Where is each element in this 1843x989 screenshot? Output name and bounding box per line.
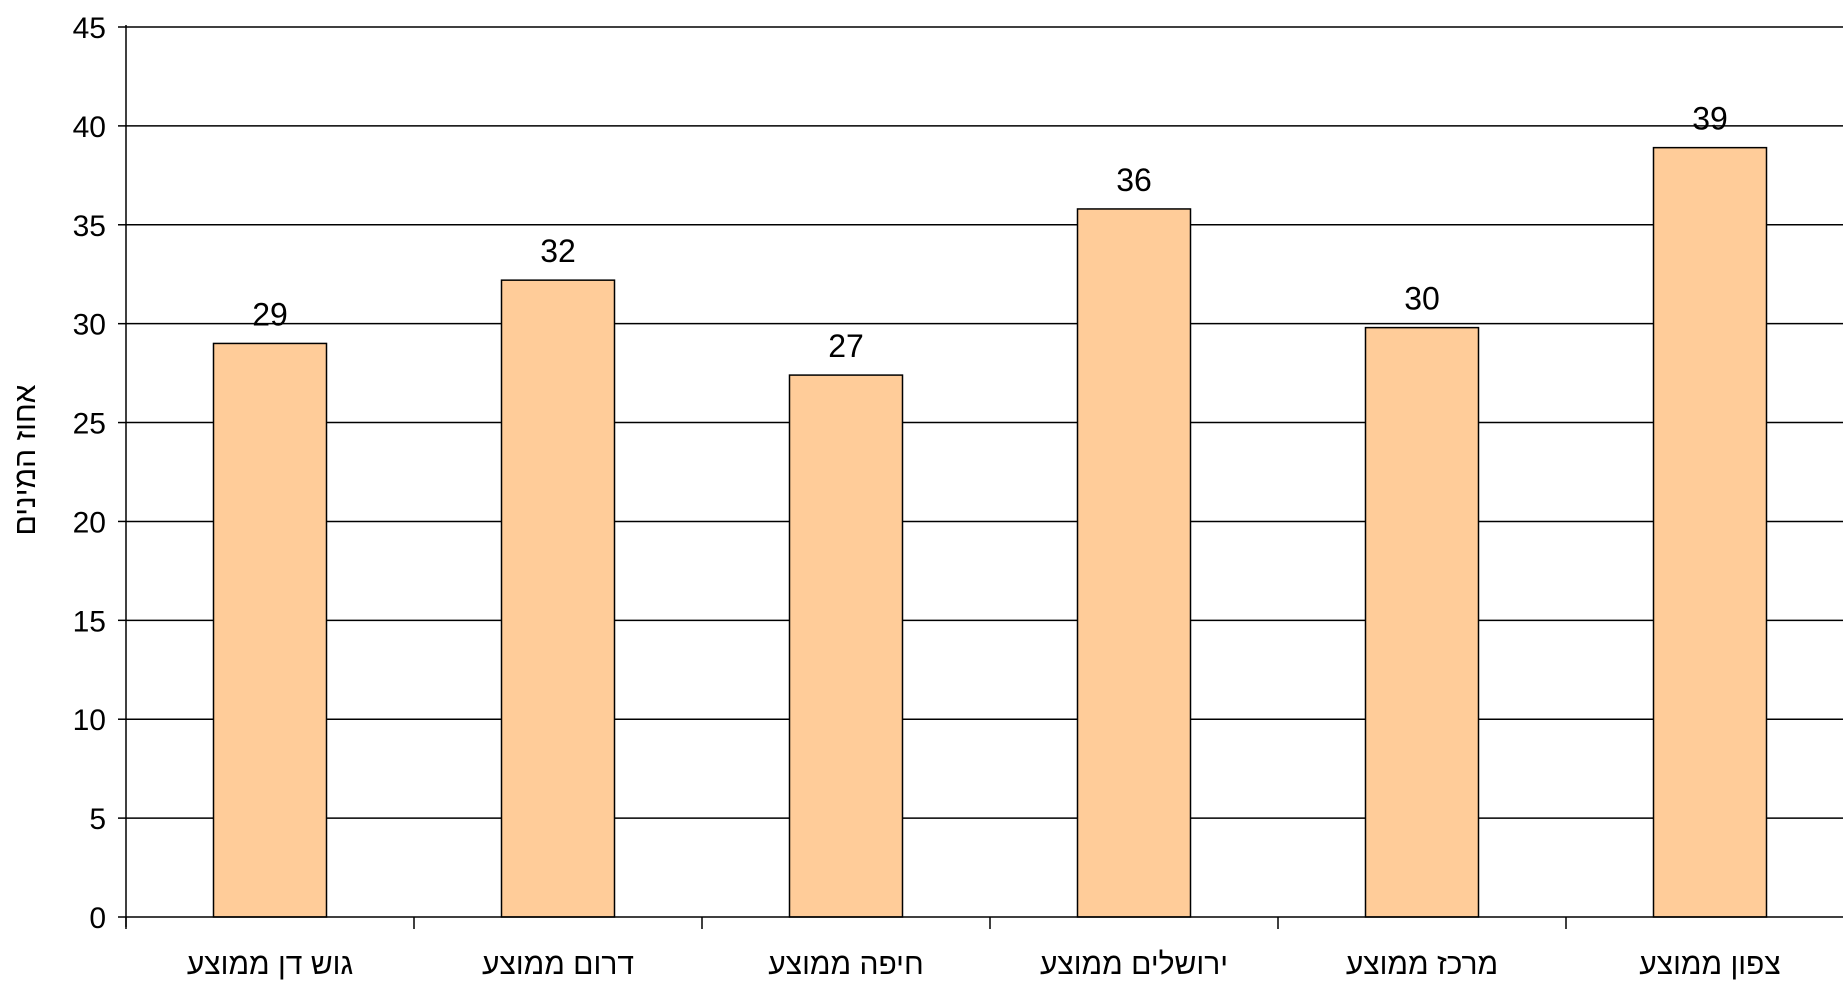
bar — [788, 374, 904, 918]
y-tick-label: 25 — [73, 408, 106, 441]
x-category-labels: גוש דן ממוצע דרום ממוצע חיפה ממוצע ירושלים … — [187, 948, 1781, 981]
x-category-label: צפון ממוצע — [1639, 948, 1780, 981]
bar-data-label: 32 — [540, 233, 576, 269]
x-category-label: ירושלים ממוצע — [1040, 948, 1228, 981]
bar-data-label: 30 — [1404, 281, 1440, 317]
y-tick-label: 45 — [73, 12, 106, 45]
bar — [212, 342, 328, 918]
y-tick-label: 20 — [73, 506, 106, 539]
data-labels: 29 32 27 36 30 39 — [252, 101, 1728, 364]
x-category-label: חיפה ממוצע — [768, 948, 923, 981]
y-tick-label: 40 — [73, 111, 106, 144]
y-tick-label: 5 — [89, 803, 106, 836]
y-axis-title: אחוז המינים — [9, 384, 42, 535]
x-category-label: מרכז ממוצע — [1346, 948, 1498, 981]
y-tick-label: 35 — [73, 210, 106, 243]
y-tick-label: 15 — [73, 605, 106, 638]
bar — [1652, 146, 1768, 918]
y-tick-labels: 0 5 10 15 20 25 30 35 40 45 — [73, 12, 106, 935]
y-tick-label: 30 — [73, 309, 106, 342]
x-category-label: דרום ממוצע — [482, 948, 634, 981]
bars — [212, 146, 1768, 918]
axes — [118, 25, 1843, 929]
bar — [1364, 326, 1480, 918]
y-tick-label: 0 — [89, 902, 106, 935]
bar-data-label: 39 — [1692, 101, 1728, 137]
bar-data-label: 36 — [1116, 162, 1152, 198]
x-category-label: גוש דן ממוצע — [187, 948, 353, 981]
bar — [1076, 208, 1192, 918]
gridlines — [126, 26, 1843, 819]
bar-data-label: 27 — [828, 328, 864, 364]
bar — [500, 279, 616, 918]
bar-data-label: 29 — [252, 296, 288, 332]
y-tick-label: 10 — [73, 704, 106, 737]
